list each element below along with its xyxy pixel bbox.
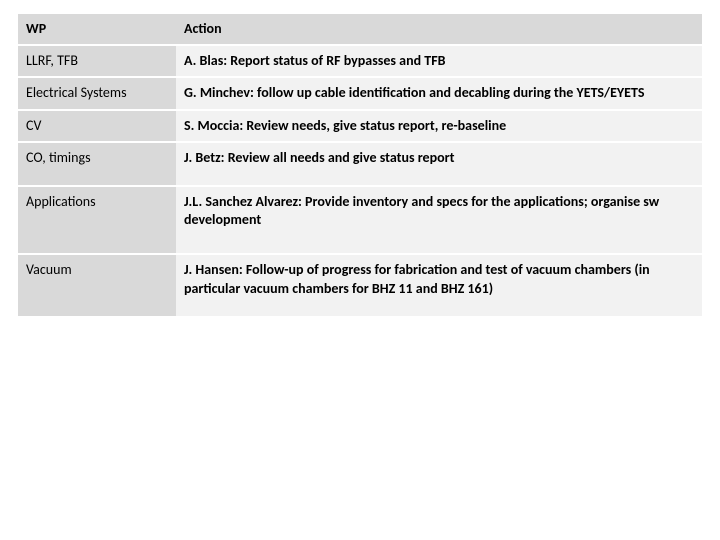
table-header-row: WP Action [18, 14, 702, 45]
action-cell: A. Blas: Report status of RF bypasses an… [176, 45, 702, 77]
wp-cell: Vacuum [18, 254, 176, 316]
table-row: LLRF, TFBA. Blas: Report status of RF by… [18, 45, 702, 77]
action-person: J.L. Sanchez Alvarez: [184, 193, 302, 210]
table-row: CVS. Moccia: Review needs, give status r… [18, 110, 702, 142]
action-person: J. Betz: [184, 149, 225, 166]
wp-cell: CV [18, 110, 176, 142]
actions-table: WP Action LLRF, TFBA. Blas: Report statu… [18, 14, 702, 318]
action-text: Review all needs and give status report [225, 149, 455, 166]
table-body: LLRF, TFBA. Blas: Report status of RF by… [18, 45, 702, 317]
action-cell: J. Betz: Review all needs and give statu… [176, 142, 702, 186]
action-cell: J.L. Sanchez Alvarez: Provide inventory … [176, 186, 702, 254]
table-row: VacuumJ. Hansen: Follow-up of progress f… [18, 254, 702, 316]
table-row: CO, timingsJ. Betz: Review all needs and… [18, 142, 702, 186]
action-person: G. Minchev: [184, 84, 254, 101]
action-cell: J. Hansen: Follow-up of progress for fab… [176, 254, 702, 316]
action-person: J. Hansen: [184, 261, 243, 278]
action-text: Review needs, give status report, re-bas… [243, 117, 506, 134]
action-text: Report status of RF bypasses and TFB [227, 52, 445, 69]
action-text: Follow-up of progress for fabrication an… [184, 261, 650, 296]
wp-cell: Electrical Systems [18, 77, 176, 109]
header-wp: WP [18, 14, 176, 45]
wp-cell: CO, timings [18, 142, 176, 186]
header-action: Action [176, 14, 702, 45]
table-row: Electrical SystemsG. Minchev: follow up … [18, 77, 702, 109]
action-cell: G. Minchev: follow up cable identificati… [176, 77, 702, 109]
action-person: A. Blas: [184, 52, 227, 69]
table-container: WP Action LLRF, TFBA. Blas: Report statu… [0, 0, 720, 332]
wp-cell: Applications [18, 186, 176, 254]
wp-cell: LLRF, TFB [18, 45, 176, 77]
action-text: follow up cable identification and decab… [254, 84, 645, 101]
action-cell: S. Moccia: Review needs, give status rep… [176, 110, 702, 142]
action-person: S. Moccia: [184, 117, 243, 134]
table-row: ApplicationsJ.L. Sanchez Alvarez: Provid… [18, 186, 702, 254]
